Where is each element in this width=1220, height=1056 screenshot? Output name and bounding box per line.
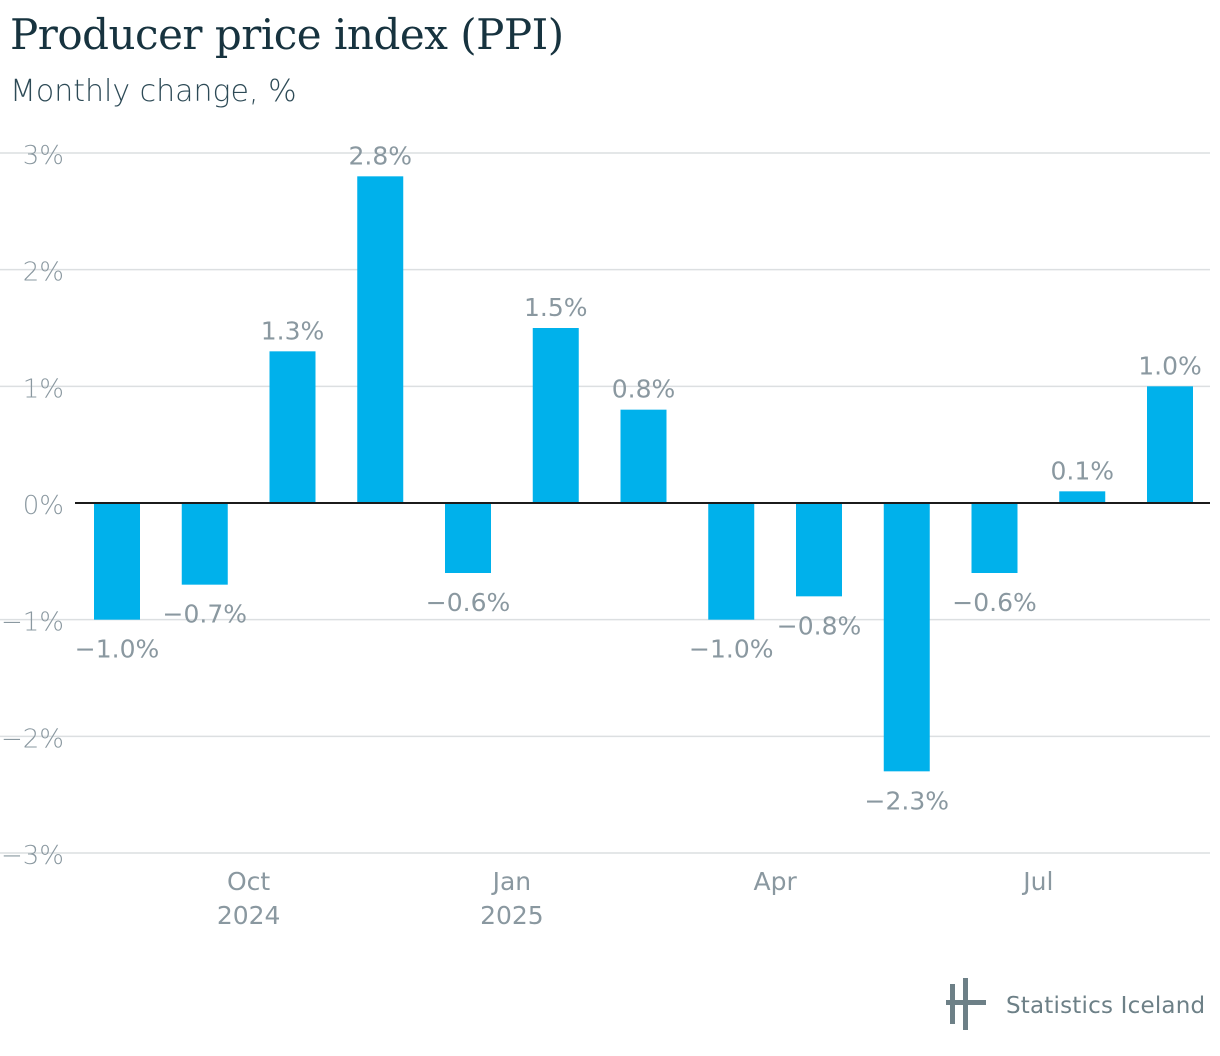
y-tick-label: −2% bbox=[1, 724, 64, 754]
y-tick-label: −3% bbox=[1, 841, 64, 871]
data-label: −1.0% bbox=[75, 635, 159, 664]
data-label: 0.1% bbox=[1050, 456, 1114, 485]
bar bbox=[971, 503, 1018, 573]
data-label: 1.0% bbox=[1138, 351, 1202, 380]
bar bbox=[1059, 491, 1106, 503]
x-tick-year-label: 2025 bbox=[480, 901, 544, 930]
y-tick-label: 0% bbox=[23, 491, 64, 521]
data-label: −0.6% bbox=[952, 588, 1036, 617]
brand-name: Statistics Iceland bbox=[1006, 993, 1206, 1019]
y-tick-label: 2% bbox=[23, 258, 64, 288]
bar bbox=[532, 328, 579, 503]
data-label: −0.6% bbox=[426, 588, 510, 617]
x-tick-year-label: 2024 bbox=[217, 901, 281, 930]
page-title: Producer price index (PPI) bbox=[10, 10, 564, 59]
x-tick-label: Oct bbox=[227, 867, 270, 896]
data-label: −1.0% bbox=[689, 635, 773, 664]
data-label: −2.3% bbox=[865, 786, 949, 815]
bar bbox=[181, 503, 228, 585]
y-tick-label: 3% bbox=[23, 141, 64, 171]
bar bbox=[445, 503, 491, 573]
x-tick-label: Apr bbox=[754, 867, 798, 896]
data-label: −0.7% bbox=[163, 600, 247, 629]
bar bbox=[708, 503, 755, 620]
data-label: −0.8% bbox=[777, 611, 861, 640]
y-tick-label: −1% bbox=[1, 608, 64, 638]
data-label: 1.3% bbox=[261, 316, 325, 345]
x-tick-label: Jan bbox=[491, 867, 532, 896]
bar bbox=[94, 503, 140, 620]
bar bbox=[357, 176, 404, 504]
bar bbox=[620, 409, 667, 503]
data-label: 2.8% bbox=[348, 141, 412, 170]
bar bbox=[796, 503, 842, 597]
y-tick-label: 1% bbox=[23, 374, 64, 404]
page-subtitle: Monthly change, % bbox=[10, 74, 297, 109]
data-label: 0.8% bbox=[612, 375, 676, 404]
bar bbox=[269, 351, 316, 503]
bar bbox=[883, 503, 930, 772]
brand-footer: Statistics Iceland bbox=[946, 978, 1206, 1034]
statistics-iceland-logo-icon bbox=[946, 978, 988, 1034]
ppi-bar-chart: 3%2%1%0%−1%−2%−3%−1.0%−0.7%1.3%2.8%−0.6%… bbox=[0, 141, 1210, 930]
x-tick-label: Jul bbox=[1021, 867, 1053, 896]
bar bbox=[1147, 386, 1193, 503]
data-label: 1.5% bbox=[524, 293, 588, 322]
